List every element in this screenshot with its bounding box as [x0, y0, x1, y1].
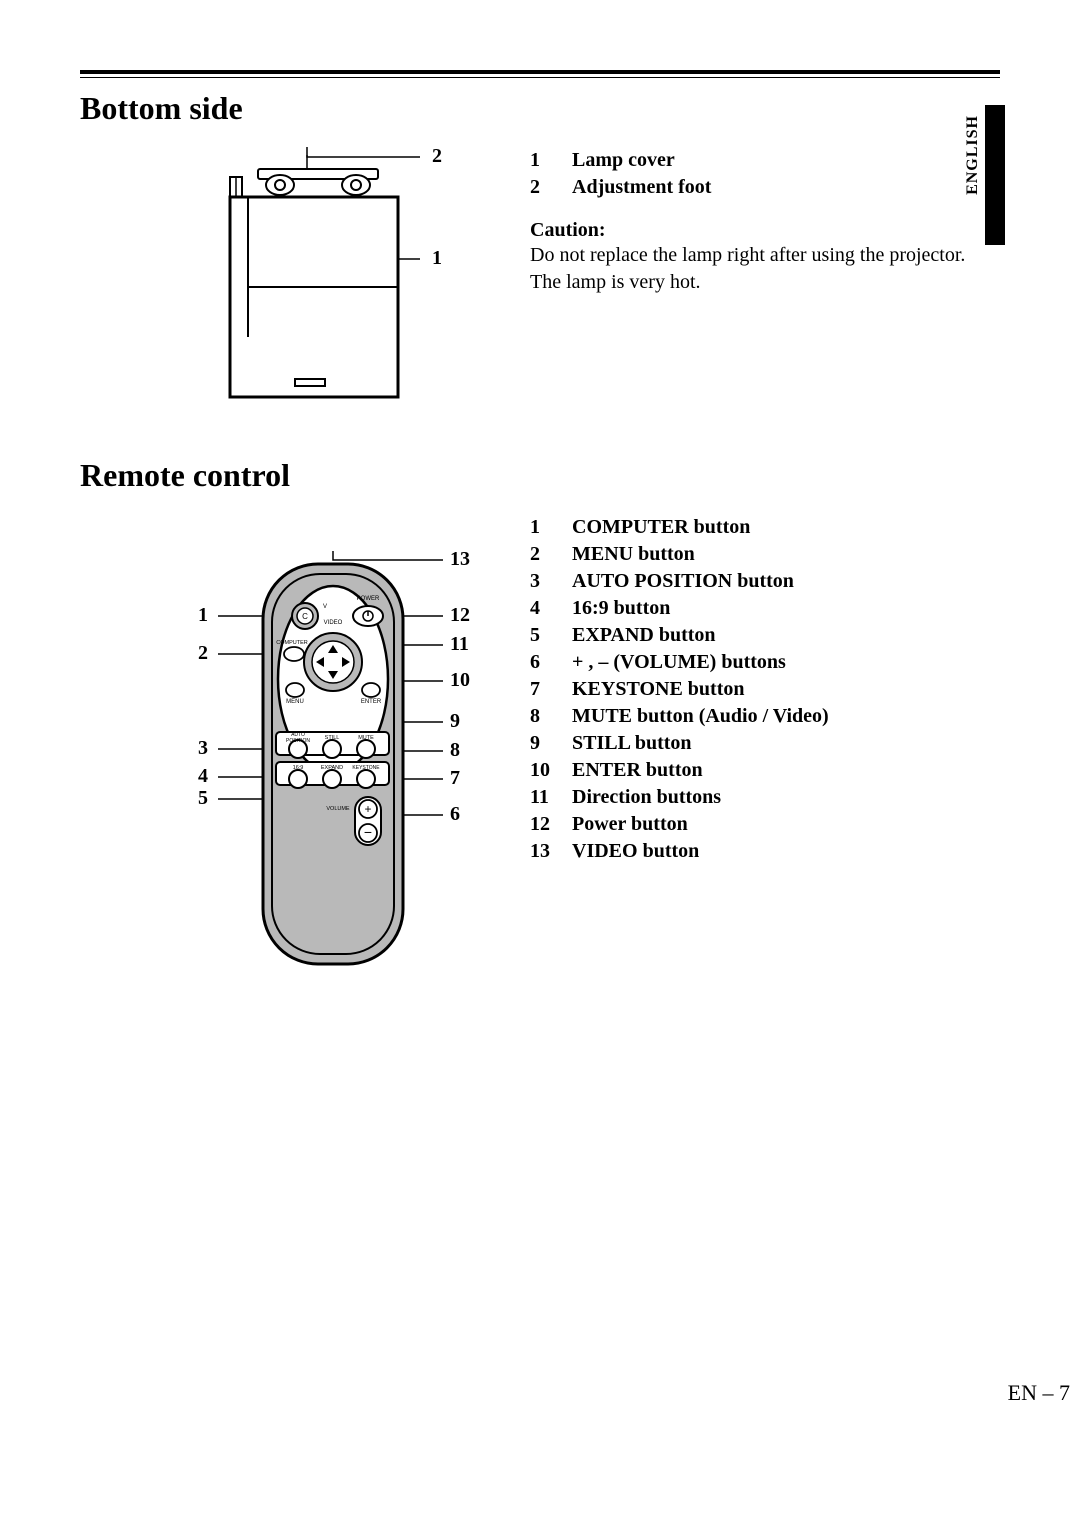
diagram-remote: C V POWER VIDEO: [80, 504, 490, 984]
list-num: 4: [530, 595, 554, 622]
list-num: 7: [530, 676, 554, 703]
diagram-bottom-side: 2 1: [80, 137, 490, 417]
list-num: 2: [530, 174, 554, 201]
callout-remote-8: 8: [450, 739, 460, 762]
list-num: 12: [530, 811, 554, 838]
list-num: 8: [530, 703, 554, 730]
callout-remote-1: 1: [198, 604, 208, 627]
list-item: 13 VIDEO button: [530, 838, 1000, 865]
list-item: 1 Lamp cover: [530, 147, 1000, 174]
list-text: + , – (VOLUME) buttons: [572, 649, 786, 676]
list-num: 3: [530, 568, 554, 595]
list-item: 10 ENTER button: [530, 757, 1000, 784]
svg-text:STILL: STILL: [325, 735, 340, 741]
list-item: 6 + , – (VOLUME) buttons: [530, 649, 1000, 676]
svg-text:+: +: [364, 802, 371, 816]
bottom-side-svg: [80, 137, 490, 417]
callout-remote-13: 13: [450, 548, 470, 571]
svg-text:−: −: [364, 824, 372, 840]
page-number: EN – 7: [1008, 1380, 1070, 1406]
list-text: MENU button: [572, 541, 695, 568]
list-item: 7 KEYSTONE button: [530, 676, 1000, 703]
list-num: 5: [530, 622, 554, 649]
list-num: 10: [530, 757, 554, 784]
callout-remote-5: 5: [198, 787, 208, 810]
list-text: COMPUTER button: [572, 514, 750, 541]
list-text: Adjustment foot: [572, 174, 711, 201]
callout-remote-9: 9: [450, 710, 460, 733]
list-num: 11: [530, 784, 554, 811]
bottom-side-list: 1 Lamp cover 2 Adjustment foot: [530, 147, 1000, 201]
list-num: 2: [530, 541, 554, 568]
language-tab: [985, 105, 1005, 245]
list-text: Power button: [572, 811, 688, 838]
list-text: AUTO POSITION button: [572, 568, 794, 595]
list-num: 6: [530, 649, 554, 676]
list-item: 9 STILL button: [530, 730, 1000, 757]
callout-remote-2: 2: [198, 642, 208, 665]
callout-remote-6: 6: [450, 803, 460, 826]
caution-heading: Caution:: [530, 219, 1000, 242]
svg-text:MENU: MENU: [286, 699, 304, 705]
list-num: 1: [530, 514, 554, 541]
list-num: 13: [530, 838, 554, 865]
list-item: 5 EXPAND button: [530, 622, 1000, 649]
svg-text:KEYSTONE: KEYSTONE: [352, 765, 380, 771]
list-text: Direction buttons: [572, 784, 721, 811]
svg-text:POWER: POWER: [357, 596, 380, 602]
list-num: 9: [530, 730, 554, 757]
callout-remote-7: 7: [450, 767, 460, 790]
callout-remote-10: 10: [450, 669, 470, 692]
list-num: 1: [530, 147, 554, 174]
svg-text:EXPAND: EXPAND: [321, 765, 343, 771]
callout-remote-3: 3: [198, 737, 208, 760]
list-item: 4 16:9 button: [530, 595, 1000, 622]
list-item: 3 AUTO POSITION button: [530, 568, 1000, 595]
svg-text:V: V: [323, 604, 327, 610]
list-item: 2 MENU button: [530, 541, 1000, 568]
list-item: 2 Adjustment foot: [530, 174, 1000, 201]
svg-text:VIDEO: VIDEO: [324, 620, 343, 626]
svg-text:VOLUME: VOLUME: [326, 806, 350, 812]
list-text: STILL button: [572, 730, 692, 757]
list-item: 1 COMPUTER button: [530, 514, 1000, 541]
list-text: 16:9 button: [572, 595, 670, 622]
callout-bottom-1: 1: [432, 247, 442, 270]
remote-svg: C V POWER VIDEO: [80, 504, 490, 984]
list-text: ENTER button: [572, 757, 703, 784]
list-text: VIDEO button: [572, 838, 699, 865]
callout-remote-11: 11: [450, 633, 469, 656]
callout-bottom-2: 2: [432, 145, 442, 168]
svg-text:ENTER: ENTER: [361, 699, 382, 705]
list-item: 12 Power button: [530, 811, 1000, 838]
list-item: 11 Direction buttons: [530, 784, 1000, 811]
callout-remote-4: 4: [198, 765, 208, 788]
list-text: MUTE button (Audio / Video): [572, 703, 829, 730]
svg-text:MUTE: MUTE: [358, 735, 374, 741]
callout-remote-12: 12: [450, 604, 470, 627]
remote-list: 1 COMPUTER button 2 MENU button 3 AUTO POSITI…: [530, 514, 1000, 865]
section-title-remote: Remote control: [80, 457, 1000, 494]
svg-text:POSITION: POSITION: [286, 738, 310, 744]
list-text: Lamp cover: [572, 147, 675, 174]
list-text: KEYSTONE button: [572, 676, 744, 703]
list-item: 8 MUTE button (Audio / Video): [530, 703, 1000, 730]
section-title-bottom: Bottom side: [80, 90, 1000, 127]
caution-text: Do not replace the lamp right after usin…: [530, 242, 1000, 296]
svg-text:COMPUTER: COMPUTER: [276, 640, 308, 646]
svg-text:16:9: 16:9: [293, 765, 304, 771]
language-label: ENGLISH: [964, 115, 982, 195]
top-rule: [80, 70, 1000, 78]
svg-text:C: C: [302, 612, 308, 621]
list-text: EXPAND button: [572, 622, 716, 649]
